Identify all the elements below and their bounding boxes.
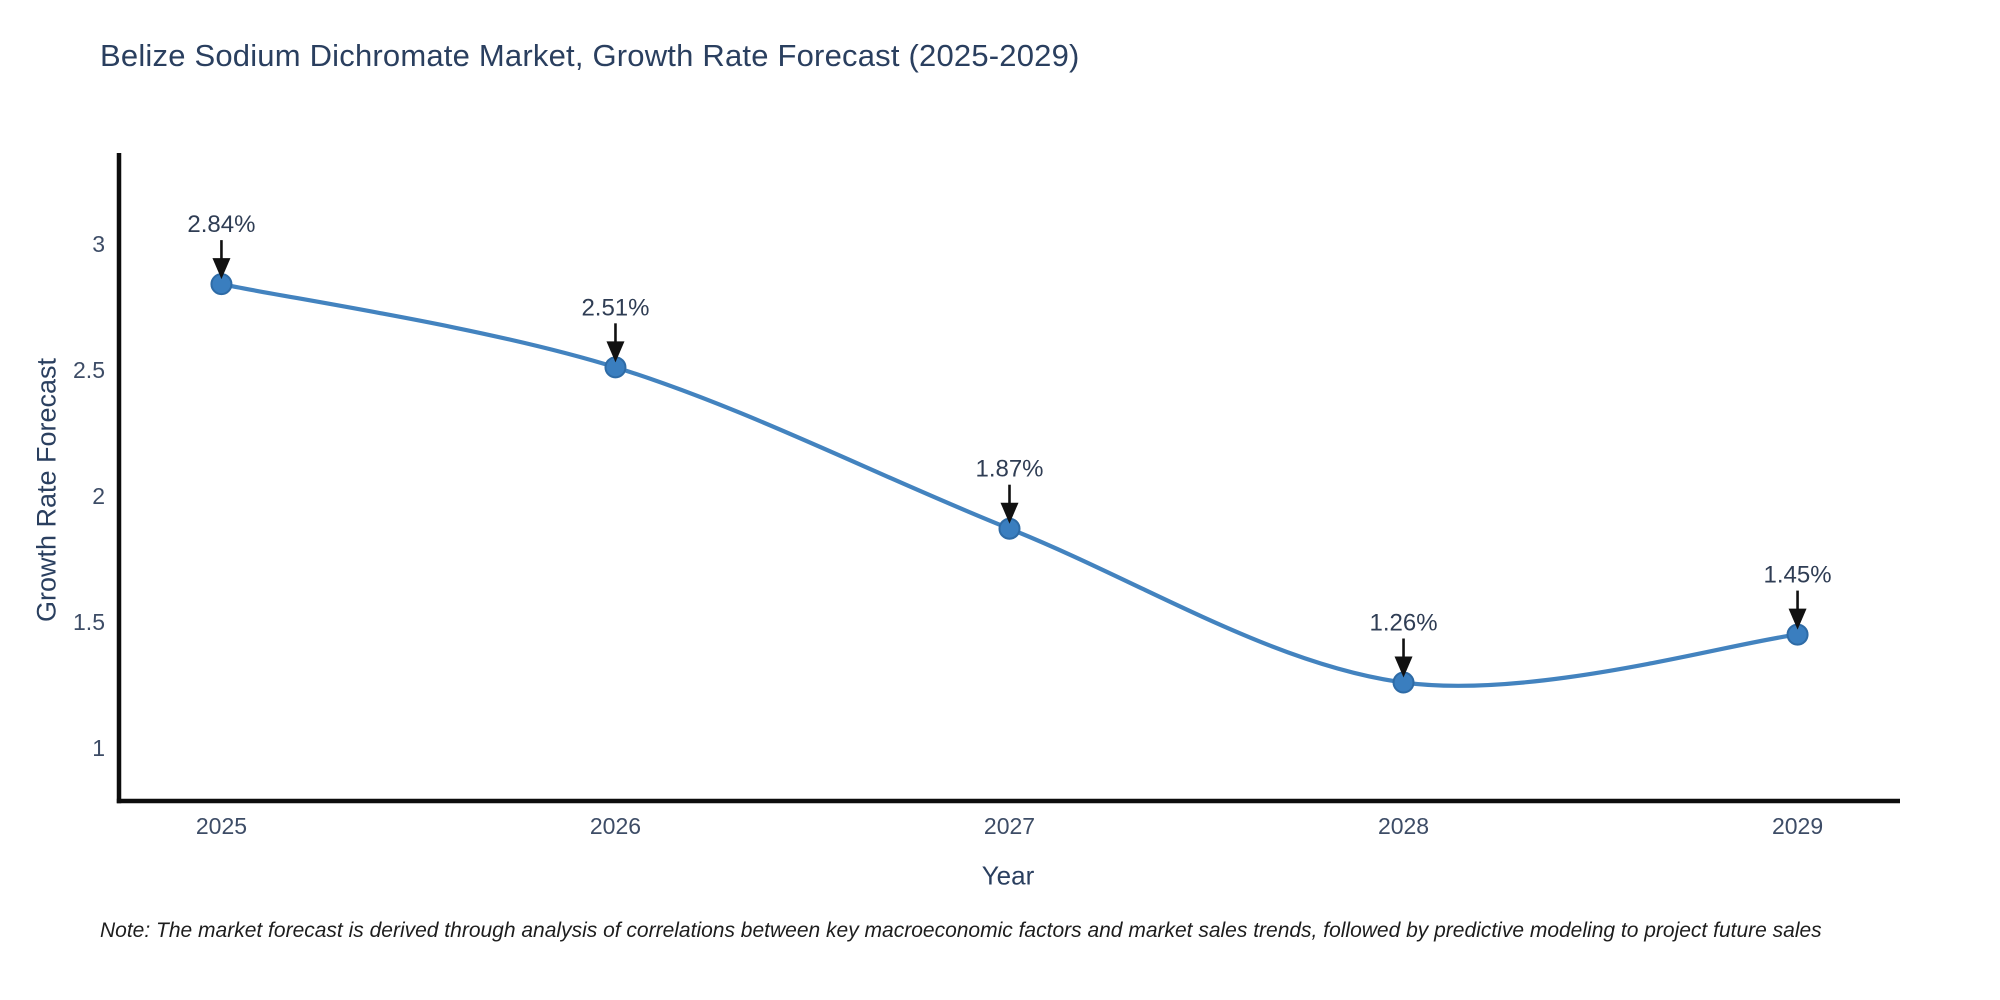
annotation-arrowhead-icon [212, 258, 231, 280]
y-tick-label: 3 [92, 231, 105, 257]
annotation-arrowhead-icon [1000, 502, 1019, 524]
x-tick-label: 2029 [1772, 813, 1823, 839]
data-point-label: 2.51% [581, 294, 649, 321]
x-axis-title: Year [981, 860, 1035, 891]
annotation-arrowhead-icon [1394, 656, 1413, 678]
x-tick-label: 2026 [590, 813, 641, 839]
data-point-label: 1.87% [975, 456, 1043, 483]
y-tick-label: 1 [92, 735, 105, 761]
annotation-arrowhead-icon [1788, 608, 1807, 630]
footnote: Note: The market forecast is derived thr… [100, 919, 1822, 942]
y-axis-title: Growth Rate Forecast [31, 357, 62, 623]
data-point-label: 1.26% [1369, 609, 1437, 636]
chart-title: Belize Sodium Dichromate Market, Growth … [100, 38, 1080, 73]
x-tick-label: 2027 [984, 813, 1035, 839]
y-tick-label: 2.5 [73, 357, 105, 383]
annotation-arrowhead-icon [606, 341, 625, 363]
x-tick-label: 2028 [1378, 813, 1429, 839]
data-point-label: 2.84% [187, 211, 255, 238]
x-tick-label: 2025 [196, 813, 247, 839]
data-point-label: 1.45% [1764, 562, 1832, 589]
y-tick-label: 2 [92, 483, 105, 509]
y-tick-label: 1.5 [73, 609, 105, 635]
